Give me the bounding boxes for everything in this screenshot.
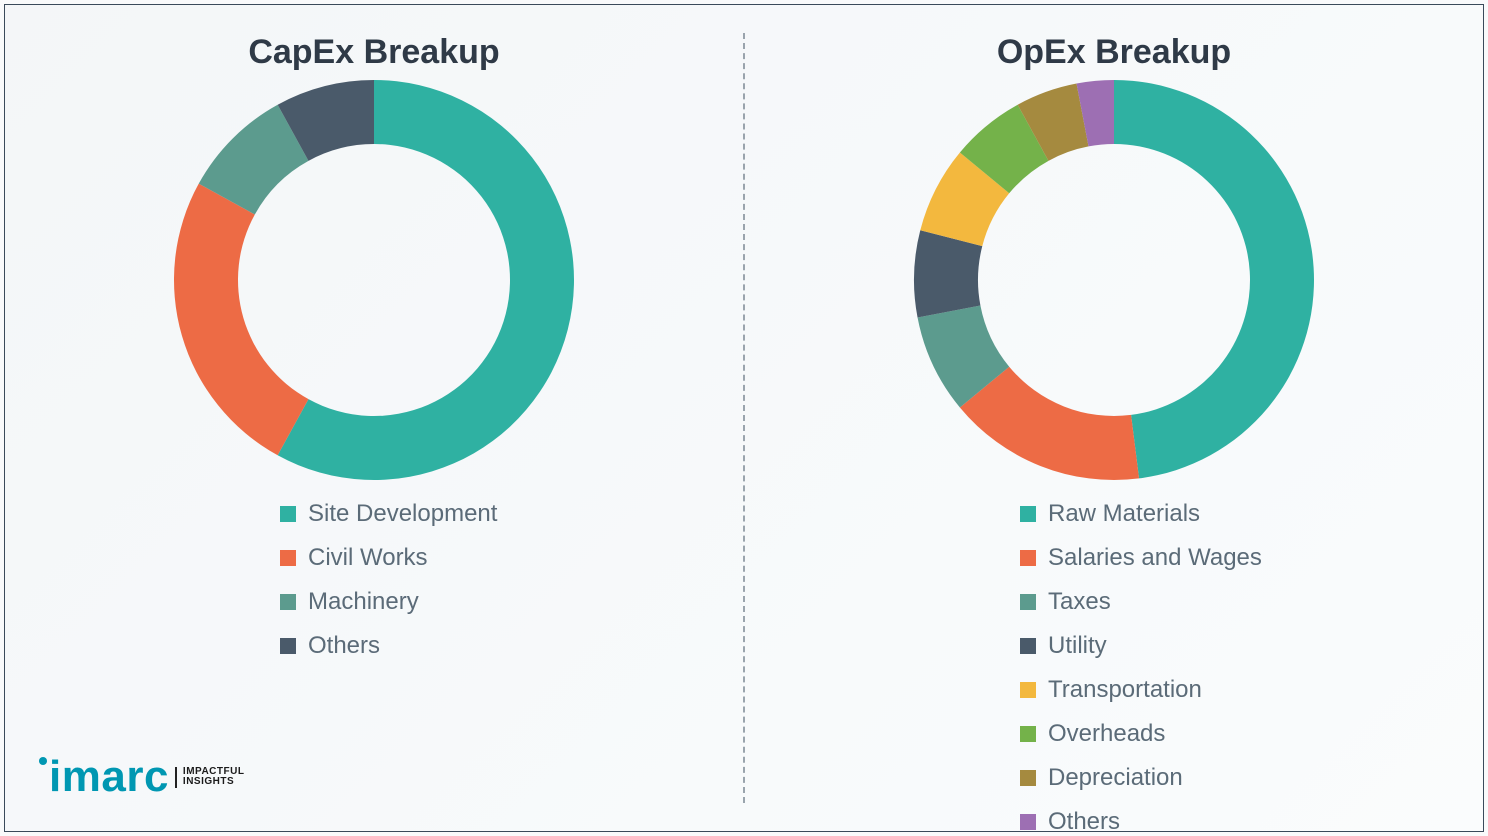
legend-swatch xyxy=(1020,594,1036,610)
legend-item: Utility xyxy=(1020,631,1262,661)
opex-panel: OpEx Breakup Raw Materials Salaries and W… xyxy=(745,5,1483,831)
legend-label: Salaries and Wages xyxy=(1048,543,1262,573)
legend-swatch xyxy=(280,550,296,566)
brand-wordmark: imarc xyxy=(39,755,169,799)
panels-row: CapEx Breakup Site Development Civil Work… xyxy=(5,5,1483,831)
legend-label: Others xyxy=(308,631,380,661)
legend-swatch xyxy=(1020,638,1036,654)
legend-swatch xyxy=(1020,814,1036,830)
legend-item: Transportation xyxy=(1020,675,1262,705)
donut-slice xyxy=(174,184,308,456)
opex-legend: Raw Materials Salaries and Wages Taxes Util… xyxy=(1020,499,1262,836)
legend-item: Others xyxy=(280,631,497,661)
brand-logo: imarc IMPACTFUL INSIGHTS xyxy=(39,755,244,799)
opex-donut xyxy=(912,78,1316,487)
legend-label: Depreciation xyxy=(1048,763,1183,793)
legend-item: Site Development xyxy=(280,499,497,529)
legend-item: Salaries and Wages xyxy=(1020,543,1262,573)
brand-tagline-2: INSIGHTS xyxy=(183,776,234,787)
brand-tagline: IMPACTFUL INSIGHTS xyxy=(175,767,245,788)
legend-item: Raw Materials xyxy=(1020,499,1262,529)
capex-title: CapEx Breakup xyxy=(248,33,499,72)
capex-panel: CapEx Breakup Site Development Civil Work… xyxy=(5,5,743,831)
legend-label: Civil Works xyxy=(308,543,428,573)
legend-swatch xyxy=(1020,770,1036,786)
legend-label: Taxes xyxy=(1048,587,1111,617)
capex-donut-svg xyxy=(172,78,576,482)
chart-frame: CapEx Breakup Site Development Civil Work… xyxy=(4,4,1484,832)
legend-label: Others xyxy=(1048,807,1120,836)
legend-label: Site Development xyxy=(308,499,497,529)
opex-title: OpEx Breakup xyxy=(997,33,1231,72)
legend-item: Taxes xyxy=(1020,587,1262,617)
legend-label: Raw Materials xyxy=(1048,499,1200,529)
legend-swatch xyxy=(280,638,296,654)
legend-item: Depreciation xyxy=(1020,763,1262,793)
capex-donut xyxy=(172,78,576,487)
legend-item: Machinery xyxy=(280,587,497,617)
legend-swatch xyxy=(1020,682,1036,698)
legend-item: Overheads xyxy=(1020,719,1262,749)
legend-item: Others xyxy=(1020,807,1262,836)
brand-word-text: imarc xyxy=(49,752,169,801)
capex-legend: Site Development Civil Works Machinery Othe… xyxy=(280,499,497,661)
legend-label: Utility xyxy=(1048,631,1107,661)
donut-slice xyxy=(1114,80,1314,478)
brand-tagline-1: IMPACTFUL xyxy=(183,766,245,777)
legend-swatch xyxy=(1020,726,1036,742)
legend-label: Machinery xyxy=(308,587,419,617)
legend-swatch xyxy=(280,506,296,522)
legend-swatch xyxy=(280,594,296,610)
legend-swatch xyxy=(1020,550,1036,566)
legend-swatch xyxy=(1020,506,1036,522)
legend-label: Transportation xyxy=(1048,675,1202,705)
legend-item: Civil Works xyxy=(280,543,497,573)
opex-donut-svg xyxy=(912,78,1316,482)
legend-label: Overheads xyxy=(1048,719,1165,749)
